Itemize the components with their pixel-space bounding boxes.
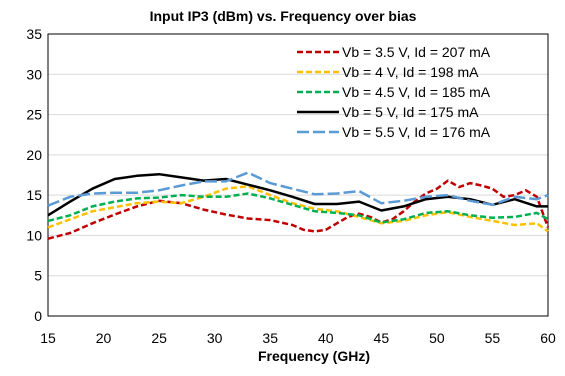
- legend-label-5: Vb = 5.5 V, Id = 176 mA: [342, 124, 491, 140]
- series-line-4: [47, 172, 548, 217]
- legend-label-3: Vb = 4.5 V, Id = 185 mA: [342, 84, 491, 100]
- y-tick-label: 20: [26, 147, 42, 163]
- series-line-1: [47, 179, 550, 240]
- series-line-5: [47, 171, 549, 207]
- legend: Vb = 3.5 V, Id = 207 mA Vb = 4 V, Id = 19…: [297, 44, 491, 140]
- legend-label-1: Vb = 3.5 V, Id = 207 mA: [342, 44, 491, 60]
- y-tick-label: 15: [26, 187, 42, 203]
- y-tick-label: 30: [26, 66, 42, 82]
- x-tick-label: 15: [40, 330, 56, 346]
- x-tick-label: 40: [318, 330, 334, 346]
- legend-label-2: Vb = 4 V, Id = 198 mA: [342, 64, 479, 80]
- plot-area-border: [47, 33, 549, 317]
- x-axis-ticks: 15 20 25 30 35 40 45 50 55 60: [40, 330, 556, 346]
- y-tick-label: 25: [26, 107, 42, 123]
- gridlines: [48, 73, 548, 277]
- series-line-3: [47, 192, 549, 224]
- series-group: [47, 171, 550, 240]
- x-tick-label: 30: [207, 330, 223, 346]
- x-axis-title: Frequency (GHz): [258, 348, 370, 364]
- x-tick-label: 45: [374, 330, 390, 346]
- legend-label-4: Vb = 5 V, Id = 175 mA: [342, 104, 479, 120]
- x-tick-label: 20: [96, 330, 112, 346]
- y-tick-label: 10: [26, 227, 42, 243]
- y-tick-label: 5: [34, 268, 42, 284]
- series-line-2: [47, 185, 549, 233]
- y-tick-label: 35: [26, 26, 42, 42]
- y-axis-ticks: 0 5 10 15 20 25 30 35: [26, 26, 42, 324]
- x-tick-label: 50: [429, 330, 445, 346]
- x-tick-label: 25: [151, 330, 167, 346]
- y-tick-label: 0: [34, 308, 42, 324]
- chart-title: Input IP3 (dBm) vs. Frequency over bias: [150, 8, 417, 24]
- x-tick-label: 60: [540, 330, 556, 346]
- x-tick-label: 35: [262, 330, 278, 346]
- x-tick-label: 55: [485, 330, 501, 346]
